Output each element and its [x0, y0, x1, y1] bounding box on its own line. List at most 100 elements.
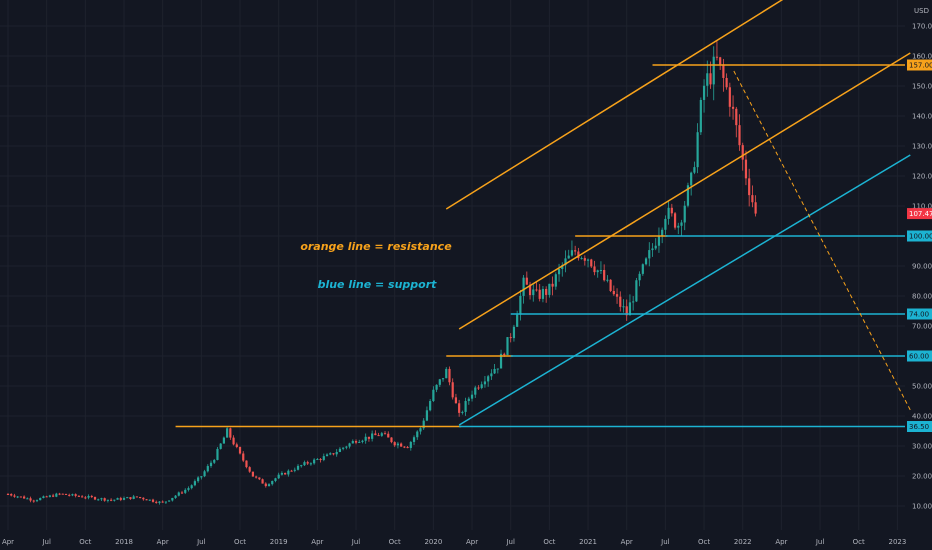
support-price-badge: 100.00	[909, 233, 932, 241]
candle-body	[541, 288, 545, 299]
candle-body	[599, 270, 603, 272]
candle-body	[261, 479, 264, 484]
candle-body	[280, 472, 284, 475]
candle-body	[74, 494, 77, 496]
y-tick-label: 110.00	[912, 203, 932, 211]
candle-body	[148, 499, 151, 501]
candle-body	[728, 87, 731, 107]
candle-body	[474, 387, 477, 395]
candle-body	[235, 444, 238, 448]
candle-body	[184, 489, 187, 493]
candle-body	[119, 498, 122, 500]
candle-body	[267, 484, 271, 487]
candle-body	[609, 279, 612, 291]
candle-body	[113, 499, 116, 501]
candle-body	[71, 494, 74, 496]
candle-body	[84, 497, 87, 499]
candle-body	[81, 496, 84, 498]
candle-body	[593, 266, 596, 273]
candle-body	[680, 222, 683, 226]
candle-body	[203, 471, 206, 477]
candle-body	[290, 470, 293, 472]
candle-body	[177, 492, 180, 496]
candle-body	[277, 474, 280, 479]
candle-body	[448, 368, 451, 383]
x-tick-label: Jul	[660, 538, 670, 546]
candle-body	[580, 258, 583, 260]
candle-body	[16, 496, 19, 498]
support-price-badge-bg	[907, 350, 932, 362]
candle-body	[561, 265, 564, 269]
x-tick-label: Apr	[157, 538, 169, 546]
candle-body	[654, 245, 657, 249]
candle-body	[190, 485, 193, 489]
candle-body	[377, 435, 380, 437]
candle-body	[754, 202, 757, 214]
x-tick-label: 2018	[115, 538, 133, 546]
candle-body	[32, 500, 35, 502]
y-tick-label: 70.00	[912, 323, 932, 331]
candle-body	[445, 368, 448, 379]
candle-body	[738, 125, 741, 146]
candle-body	[296, 465, 300, 470]
candle-body	[129, 497, 132, 499]
candle-body	[390, 437, 393, 443]
candle-body	[110, 499, 113, 501]
candle-body	[106, 499, 109, 501]
candle-body	[673, 213, 677, 228]
x-tick-label: 2022	[734, 538, 752, 546]
x-tick-label: Oct	[79, 538, 91, 546]
y-tick-label: 160.00	[912, 53, 932, 61]
candle-body	[670, 207, 673, 214]
candle-body	[29, 498, 32, 501]
candle-body	[371, 433, 374, 439]
candle-body	[470, 394, 474, 399]
candle-body	[174, 495, 177, 498]
x-tick-label: Oct	[698, 538, 710, 546]
candle-body	[464, 400, 467, 412]
candle-body	[715, 56, 719, 58]
x-tick-label: Apr	[775, 538, 787, 546]
candle-body	[677, 225, 680, 228]
candle-body	[499, 353, 503, 369]
candle-body	[293, 469, 296, 471]
candle-body	[435, 384, 438, 390]
candle-body	[661, 229, 664, 237]
support-price-badge: 74.00	[909, 311, 929, 319]
candle-body	[686, 185, 690, 206]
candle-body	[348, 443, 351, 447]
candle-body	[180, 492, 184, 494]
candle-body	[164, 501, 168, 503]
y-axis-labels: 10.00 20.00 30.00 40.00 50.00 60.00 70.00 80.00…	[912, 23, 932, 511]
candle-body	[522, 277, 525, 296]
candle-body	[97, 499, 100, 501]
y-tick-label: 20.00	[912, 473, 932, 481]
candle-body	[19, 496, 22, 498]
candle-body	[744, 159, 748, 179]
candle-body	[351, 441, 354, 444]
candle-body	[461, 411, 464, 413]
y-tick-label: 50.00	[912, 383, 932, 391]
candle-body	[712, 56, 715, 85]
candle-body	[454, 397, 458, 404]
candle-body	[135, 496, 138, 498]
candle-body	[480, 384, 483, 388]
candle-body	[139, 497, 142, 499]
price-badges: 157.00 100.00 74.00 60.00 36.50 107.47	[907, 59, 932, 432]
candle-body	[393, 442, 396, 446]
x-tick-label: 2020	[424, 538, 442, 546]
candle-body	[493, 368, 496, 374]
candle-body	[612, 290, 615, 295]
candle-body	[719, 57, 722, 65]
candle-body	[238, 447, 242, 454]
candle-body	[641, 264, 644, 274]
candle-body	[193, 481, 197, 486]
candle-body	[548, 283, 551, 295]
candle-body	[741, 145, 744, 160]
candle-body	[303, 462, 306, 466]
candle-body	[126, 497, 129, 499]
candle-body	[200, 476, 203, 478]
candle-body	[451, 382, 454, 398]
candle-body	[419, 428, 422, 432]
